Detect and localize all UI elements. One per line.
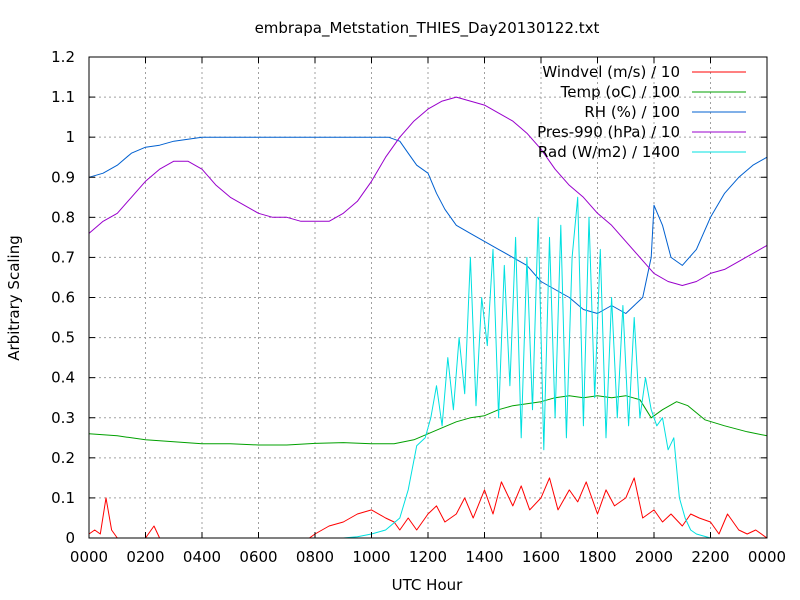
x-tick-label: 0600 — [239, 548, 277, 566]
legend-label: Rad (W/m2) / 1400 — [538, 143, 680, 161]
y-tick-label: 0.2 — [51, 449, 75, 467]
series-line-4 — [88, 96, 768, 286]
series-line-5 — [89, 196, 767, 539]
x-tick-label: 1400 — [465, 548, 503, 566]
x-tick-label: 1600 — [522, 548, 560, 566]
y-tick-label: 0.7 — [51, 248, 75, 266]
x-axis-label: UTC Hour — [392, 576, 463, 594]
y-tick-label: 0.5 — [51, 329, 75, 347]
legend-label: Pres-990 (hPa) / 10 — [537, 123, 680, 141]
y-tick-label: 0.9 — [51, 168, 75, 186]
legend-label: Windvel (m/s) / 10 — [542, 63, 680, 81]
legend-label: Temp (oC) / 100 — [560, 83, 680, 101]
x-tick-label: 2000 — [635, 548, 673, 566]
y-tick-label: 0.4 — [51, 369, 75, 387]
legend-label: RH (%) / 100 — [584, 103, 680, 121]
axis-ticks — [88, 56, 768, 539]
x-tick-labels: 0000 0200 0400 0600 0800 1000 1200 1400 1600 1800… — [70, 548, 786, 566]
x-tick-label: 1800 — [578, 548, 616, 566]
x-tick-label: 0800 — [296, 548, 334, 566]
y-tick-label: 0 — [65, 529, 75, 547]
y-tick-label: 1.2 — [51, 48, 75, 66]
x-tick-label: 0400 — [183, 548, 221, 566]
x-tick-label: 0000 — [70, 548, 108, 566]
chart-title: embrapa_Metstation_THIES_Day20130122.txt — [255, 19, 600, 38]
y-tick-label: 0.1 — [51, 489, 75, 507]
y-tick-label: 1 — [65, 128, 75, 146]
y-tick-label: 0.3 — [51, 409, 75, 427]
x-tick-label: 0200 — [126, 548, 164, 566]
legend: Windvel (m/s) / 10 Temp (oC) / 100 RH (%) … — [537, 63, 746, 161]
x-tick-label: 2200 — [691, 548, 729, 566]
y-tick-label: 1.1 — [51, 88, 75, 106]
y-axis-label: Arbitrary Scaling — [5, 235, 23, 361]
x-tick-label: 0000 — [748, 548, 786, 566]
series-line-3 — [88, 136, 768, 314]
y-tick-labels: 0 0.1 0.2 0.3 0.4 0.5 0.6 0.7 0.8 0.9 1 1.1 1.2 — [51, 48, 75, 547]
y-tick-label: 0.8 — [51, 208, 75, 226]
x-tick-label: 1000 — [352, 548, 390, 566]
x-tick-label: 1200 — [409, 548, 447, 566]
y-tick-label: 0.6 — [51, 289, 75, 307]
